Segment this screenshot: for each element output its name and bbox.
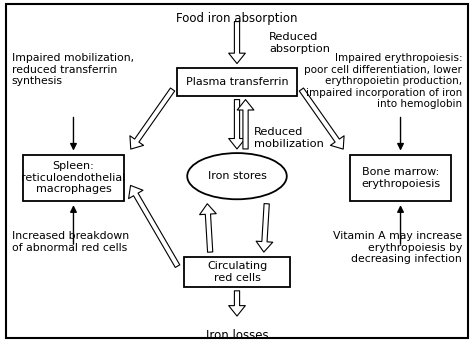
Text: Food iron absorption: Food iron absorption bbox=[176, 12, 298, 25]
Text: Spleen:
reticuloendothelial
macrophages: Spleen: reticuloendothelial macrophages bbox=[21, 161, 126, 195]
Text: Impaired erythropoiesis:
poor cell differentiation, lower
erythropoietin product: Impaired erythropoiesis: poor cell diffe… bbox=[304, 53, 462, 109]
Bar bbox=[349, 155, 451, 201]
Text: Reduced
mobilization: Reduced mobilization bbox=[254, 127, 323, 149]
Text: Reduced
absorption: Reduced absorption bbox=[269, 32, 330, 54]
Ellipse shape bbox=[187, 153, 287, 199]
Text: Increased breakdown
of abnormal red cells: Increased breakdown of abnormal red cell… bbox=[12, 231, 129, 253]
Text: Bone marrow:
erythropoiesis: Bone marrow: erythropoiesis bbox=[361, 167, 440, 189]
Text: Circulating
red cells: Circulating red cells bbox=[207, 261, 267, 283]
Text: Vitamin A may increase
erythropoiesis by
decreasing infection: Vitamin A may increase erythropoiesis by… bbox=[333, 231, 462, 264]
Bar bbox=[184, 257, 290, 287]
Text: Impaired mobilization,
reduced transferrin
synthesis: Impaired mobilization, reduced transferr… bbox=[12, 53, 134, 86]
Text: Iron stores: Iron stores bbox=[208, 171, 266, 181]
Bar bbox=[176, 68, 297, 96]
Text: Plasma transferrin: Plasma transferrin bbox=[186, 77, 288, 87]
Bar bbox=[23, 155, 124, 201]
Text: Iron losses: Iron losses bbox=[206, 329, 268, 342]
